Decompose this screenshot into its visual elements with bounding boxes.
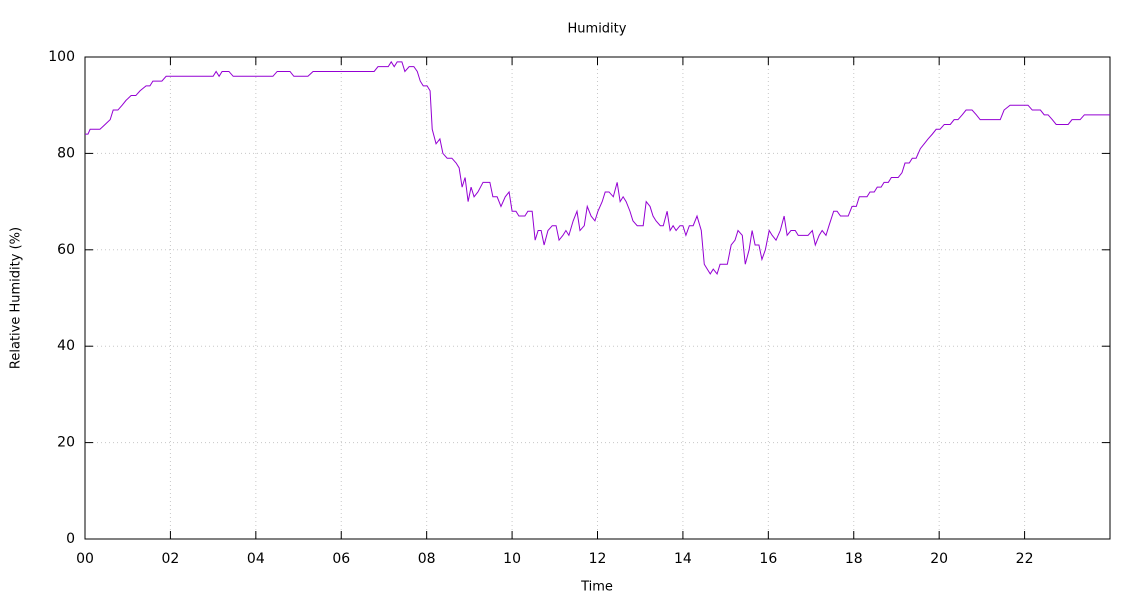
chart-title: Humidity: [568, 22, 627, 37]
y-tick-label: 0: [66, 531, 75, 547]
x-tick-label: 16: [759, 551, 777, 567]
x-tick-label: 06: [332, 551, 350, 567]
x-tick-label: 14: [674, 551, 692, 567]
plot-frame: [84, 56, 1111, 540]
y-tick-label: 100: [48, 49, 75, 65]
x-tick-label: 08: [418, 551, 436, 567]
x-axis-label: Time: [580, 580, 613, 595]
x-tick-label: 10: [503, 551, 521, 567]
x-tick-label: 22: [1016, 551, 1034, 567]
x-tick-label: 00: [76, 551, 94, 567]
humidity-line: [85, 60, 1110, 275]
x-tick-label: 04: [247, 551, 265, 567]
x-tick-label: 12: [589, 551, 607, 567]
x-tick-label: 20: [930, 551, 948, 567]
y-tick-label: 40: [57, 338, 75, 354]
y-tick-label: 20: [57, 435, 75, 451]
x-tick-label: 18: [845, 551, 863, 567]
x-tick-label: 02: [162, 551, 180, 567]
y-tick-label: 60: [57, 242, 75, 258]
y-axis-label: Relative Humidity (%): [9, 227, 24, 369]
y-tick-label: 80: [57, 145, 75, 161]
